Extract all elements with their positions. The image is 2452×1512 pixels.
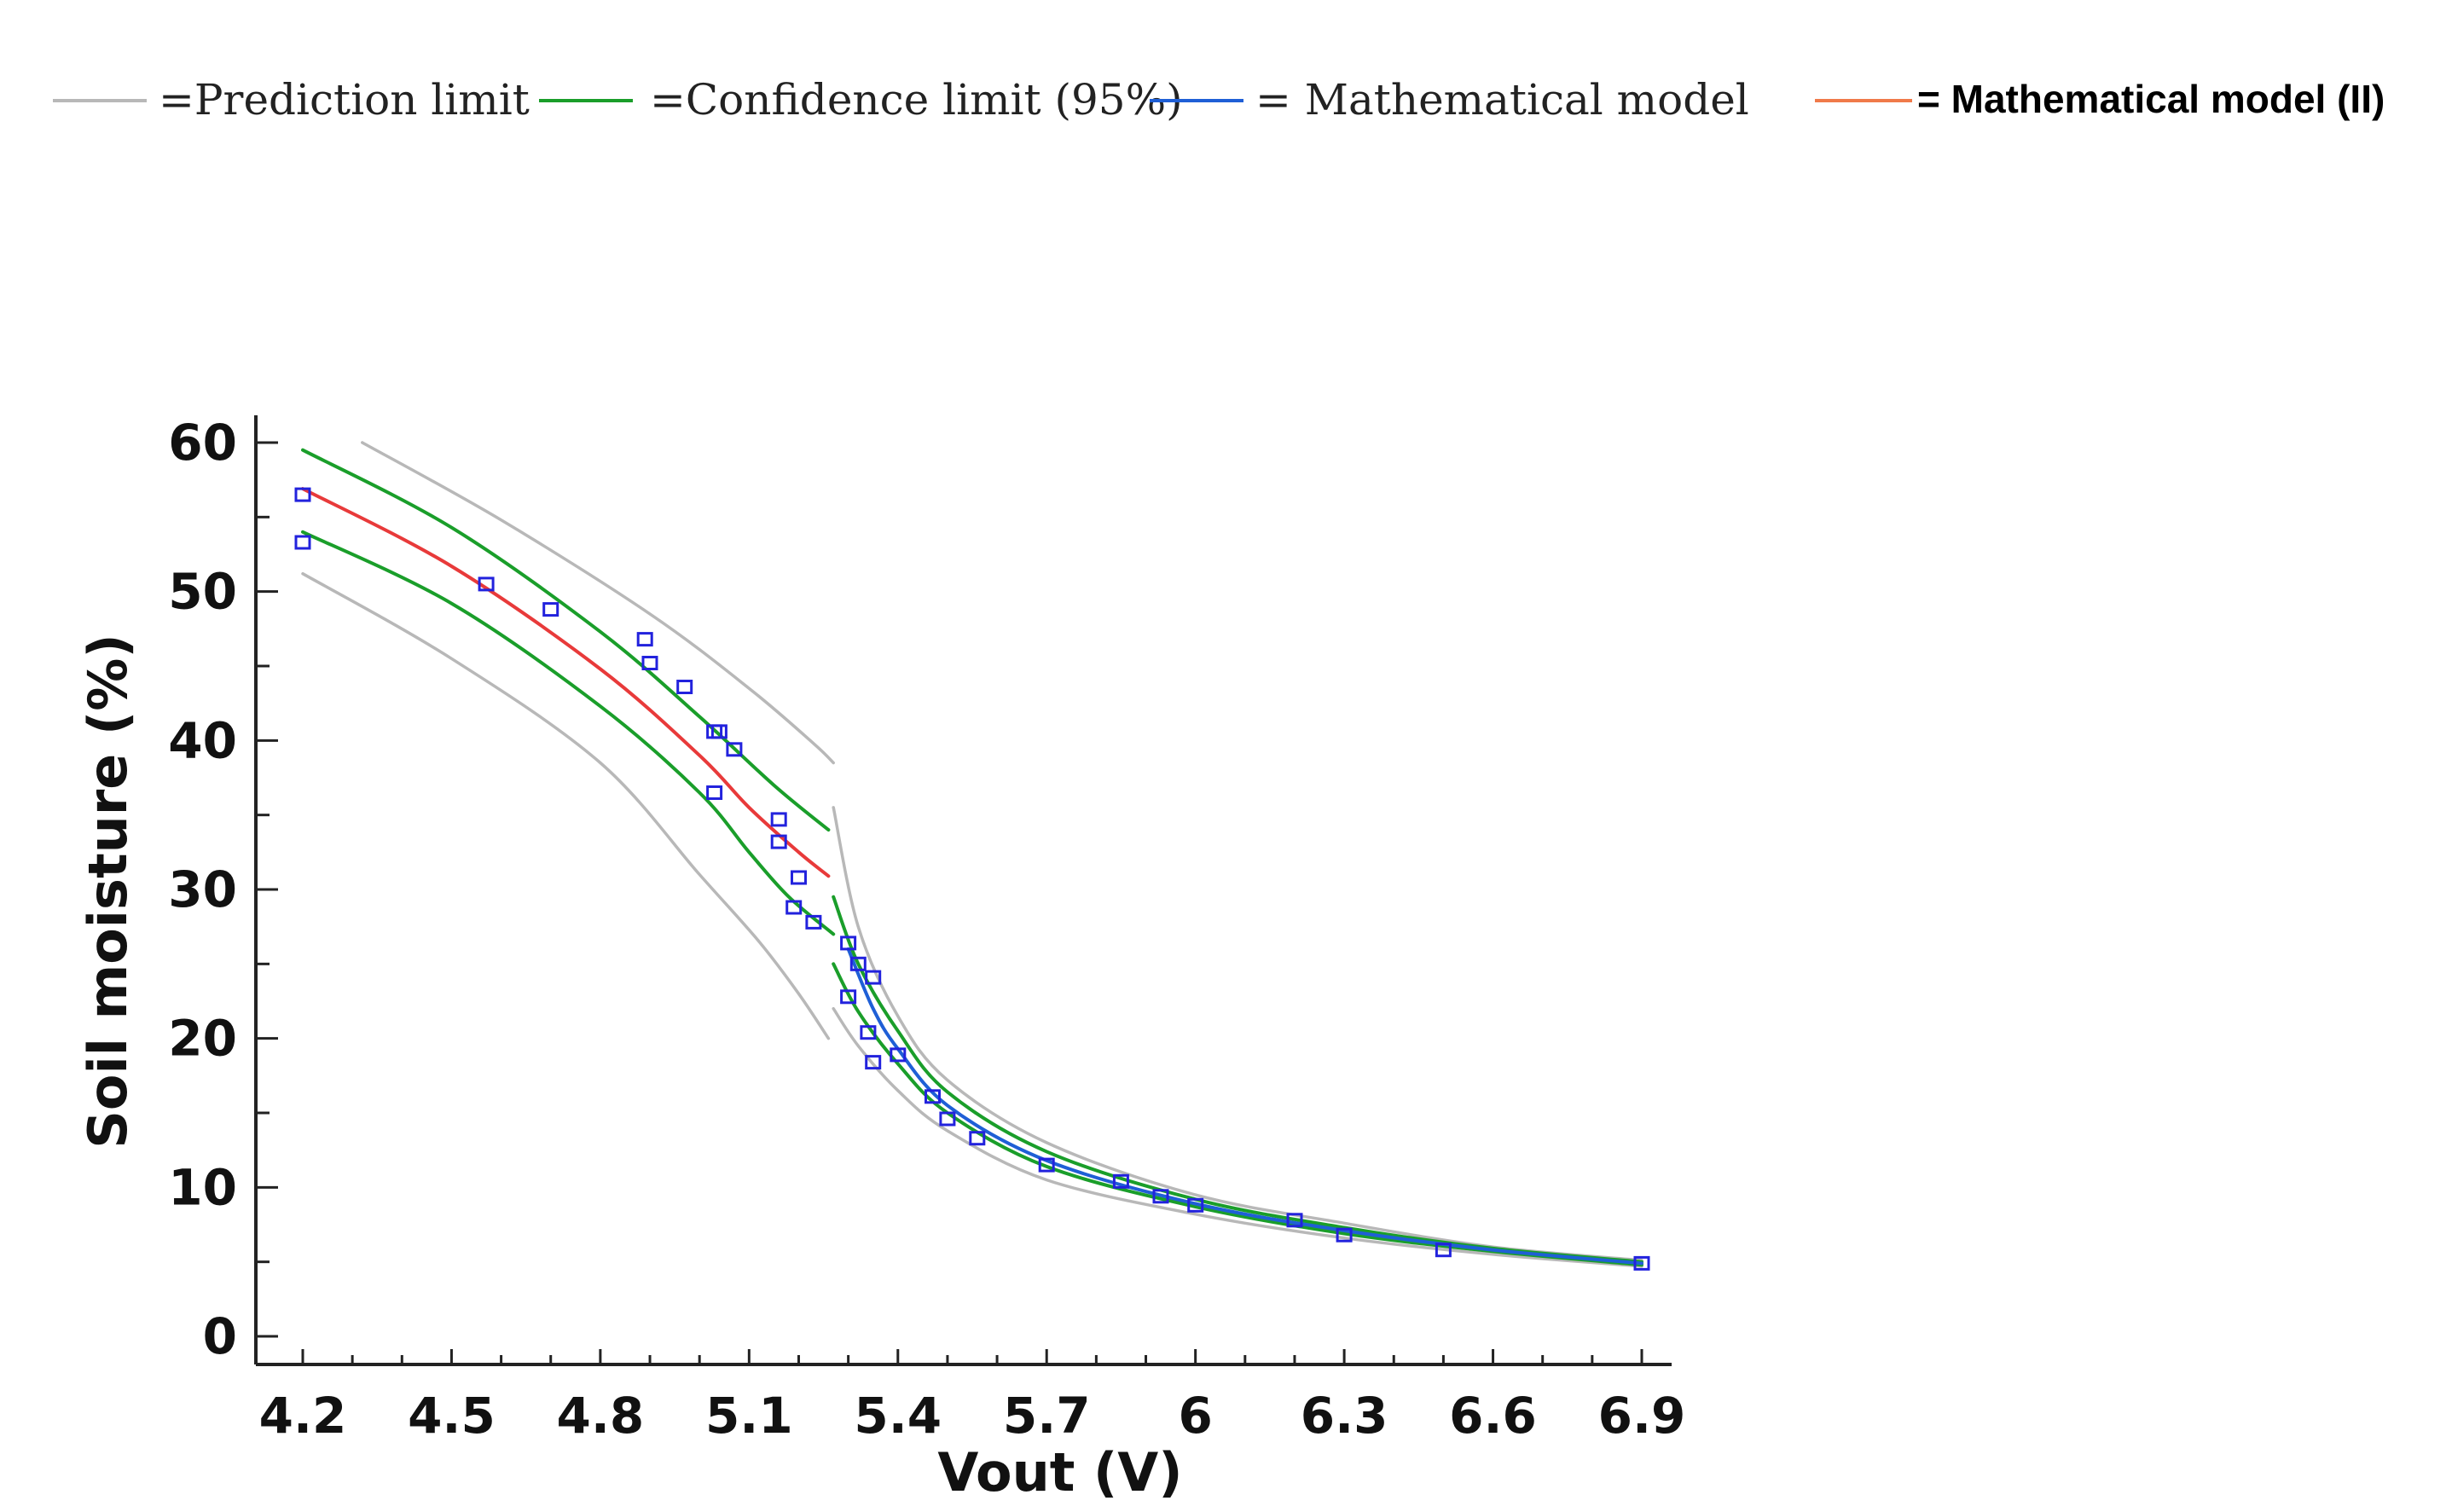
- legend-item-model2: = Mathematical model (II): [1815, 77, 2385, 121]
- y-axis-title: Soil moisture (%): [77, 634, 139, 1148]
- legend-label-model: = Mathematical model: [1255, 75, 1749, 125]
- axes: 4.2 4.5 4.8 5.1 5.4 5.7 6 6.3 6.6 6.9 0 10 20 30 40 50 6…: [168, 414, 1685, 1445]
- data-point: [641, 656, 658, 670]
- data-point: [805, 914, 822, 930]
- points-layer: [294, 487, 1650, 1271]
- x-tick-label: 5.4: [854, 1387, 942, 1445]
- data-point: [770, 834, 787, 849]
- series-line-confidence-limit-lower-segment-i: [301, 530, 836, 936]
- legend-label-confidence: =Confidence limit (95%): [650, 75, 1183, 125]
- series-line-mathematical-model: [846, 947, 1643, 1266]
- data-point: [636, 632, 653, 647]
- data-point: [542, 602, 559, 617]
- data-point: [1038, 1157, 1055, 1173]
- data-point: [785, 900, 803, 915]
- data-point: [706, 785, 723, 800]
- data-point: [849, 956, 867, 971]
- data-point: [1336, 1227, 1353, 1243]
- series-line-confidence-limit-upper-segment-ii: [832, 895, 1643, 1264]
- data-point: [840, 936, 857, 951]
- data-point: [676, 680, 693, 694]
- x-tick-label: 4.8: [557, 1387, 645, 1445]
- data-point: [860, 1025, 877, 1040]
- x-tick-label: 4.5: [408, 1387, 496, 1445]
- data-point: [1633, 1255, 1650, 1271]
- y-tick-label: 20: [168, 1010, 237, 1068]
- series-layer: [301, 441, 1643, 1268]
- series-line-prediction-limit-lower-segment-i: [301, 571, 831, 1040]
- data-point: [925, 1089, 941, 1104]
- series-line-confidence-limit-upper-segment-i: [301, 448, 831, 832]
- x-tick-label: 6: [1178, 1387, 1212, 1445]
- legend-label-model2: = Mathematical model (II): [1917, 77, 2385, 121]
- x-axis-title: Vout (V): [937, 1441, 1182, 1503]
- data-point: [865, 1055, 882, 1070]
- x-tick-label: 5.7: [1003, 1387, 1091, 1445]
- data-point: [791, 870, 807, 885]
- data-point: [1152, 1189, 1169, 1204]
- data-point: [726, 742, 743, 757]
- data-point: [890, 1047, 907, 1063]
- data-point: [294, 487, 311, 502]
- data-point: [969, 1131, 986, 1146]
- x-tick-label: 6.6: [1449, 1387, 1537, 1445]
- data-point: [770, 812, 787, 827]
- y-tick-label: 60: [168, 414, 237, 472]
- y-tick-label: 30: [168, 860, 237, 918]
- x-tick-label: 6.3: [1301, 1387, 1388, 1445]
- series-line-prediction-limit-upper-segment-i: [361, 441, 835, 765]
- legend-item-confidence: =Confidence limit (95%): [539, 75, 1183, 125]
- x-tick-label: 4.2: [259, 1387, 347, 1445]
- y-tick-label: 10: [168, 1158, 237, 1216]
- series-line-prediction-limit-lower-segment-ii: [832, 1006, 1643, 1268]
- y-tick-label: 0: [203, 1307, 237, 1365]
- data-point: [1112, 1173, 1129, 1189]
- y-tick-label: 50: [168, 563, 237, 621]
- plot-area: 4.2 4.5 4.8 5.1 5.4 5.7 6 6.3 6.6 6.9 0 10 20 30 40 50 6…: [168, 414, 1685, 1445]
- data-point: [478, 576, 495, 592]
- data-point: [840, 989, 857, 1005]
- legend-item-model: = Mathematical model: [1150, 75, 1749, 125]
- y-tick-label: 40: [168, 711, 237, 769]
- data-point: [1187, 1197, 1204, 1213]
- series-line-prediction-limit-upper-segment-ii: [832, 806, 1643, 1262]
- data-point: [294, 535, 311, 550]
- data-point: [865, 970, 882, 985]
- data-point: [710, 724, 727, 739]
- legend-item-prediction: =Prediction limit: [53, 75, 530, 125]
- legend-label-prediction: =Prediction limit: [159, 75, 530, 125]
- data-point: [939, 1111, 956, 1127]
- series-line-mathematical-model-ii: [301, 487, 831, 878]
- x-tick-label: 6.9: [1598, 1387, 1686, 1445]
- legend: =Prediction limit =Confidence limit (95%…: [53, 75, 2385, 125]
- x-tick-label: 5.1: [705, 1387, 793, 1445]
- data-point: [1286, 1213, 1303, 1228]
- data-point: [1435, 1243, 1452, 1258]
